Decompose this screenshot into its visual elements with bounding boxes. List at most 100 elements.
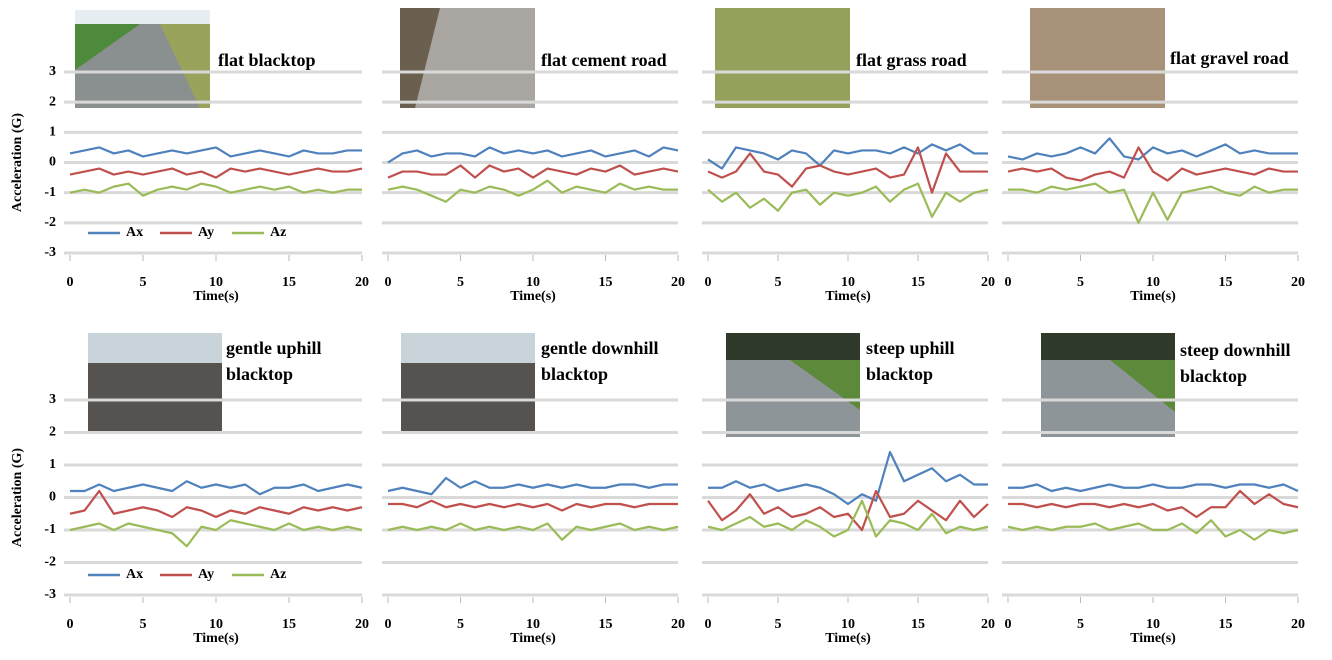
series-line <box>1008 491 1298 517</box>
x-tick-label: 5 <box>140 617 147 632</box>
photo <box>1030 8 1165 108</box>
x-tick-label: 15 <box>911 617 925 632</box>
y-tick-label: 3 <box>49 392 56 407</box>
chart-title: flat blacktop <box>218 47 316 73</box>
photo-sky <box>75 10 210 24</box>
x-tick-label: 10 <box>209 275 223 290</box>
x-tick-label: 20 <box>671 617 685 632</box>
series-line <box>70 481 362 494</box>
x-axis-title: Time(s) <box>825 631 871 646</box>
x-axis-title: Time(s) <box>1130 631 1176 646</box>
x-tick-label: 5 <box>775 617 782 632</box>
x-axis-title: Time(s) <box>510 631 556 646</box>
series-line <box>70 520 362 546</box>
photo-trees <box>1041 333 1175 360</box>
x-tick-label: 5 <box>775 275 782 290</box>
x-tick-label: 20 <box>981 617 995 632</box>
legend-label: Ax <box>126 567 143 582</box>
x-tick-label: 0 <box>705 275 712 290</box>
photo-sky <box>401 333 535 363</box>
x-tick-label: 20 <box>355 617 369 632</box>
legend-label: Ay <box>198 225 214 240</box>
legend-label: Az <box>270 567 286 582</box>
y-tick-label: -3 <box>44 245 56 260</box>
x-axis-title: Time(s) <box>193 631 239 646</box>
legend-label: Ax <box>126 225 143 240</box>
y-tick-label: -3 <box>44 587 56 602</box>
x-tick-label: 20 <box>1291 617 1305 632</box>
chart-title: flat grass road <box>856 47 967 73</box>
x-tick-label: 15 <box>1219 275 1233 290</box>
x-tick-label: 20 <box>981 275 995 290</box>
series-line <box>388 524 678 540</box>
x-tick-label: 20 <box>355 275 369 290</box>
series-line <box>388 147 678 162</box>
series-line <box>388 501 678 511</box>
x-axis-title: Time(s) <box>193 289 239 304</box>
y-tick-label: -1 <box>44 185 56 200</box>
x-tick-label: 15 <box>911 275 925 290</box>
photo-trees <box>726 333 860 360</box>
chart-title: gentle downhill blacktop <box>541 335 666 387</box>
x-tick-label: 0 <box>1005 275 1012 290</box>
series-line <box>708 184 988 217</box>
y-tick-label: -1 <box>44 522 56 537</box>
x-tick-label: 0 <box>705 617 712 632</box>
series-line <box>70 169 362 178</box>
y-axis-title: Acceleration (G) <box>10 448 25 547</box>
x-tick-label: 5 <box>1077 275 1084 290</box>
x-tick-label: 0 <box>67 617 74 632</box>
chart-title: flat gravel road <box>1170 45 1289 71</box>
y-tick-label: 0 <box>49 490 56 505</box>
x-tick-label: 5 <box>140 275 147 290</box>
chart: 3210-1-2-305101520Time(s)Acceleration (G… <box>0 0 1332 660</box>
x-tick-label: 10 <box>1146 617 1160 632</box>
series-line <box>388 478 678 494</box>
x-tick-label: 5 <box>457 617 464 632</box>
y-tick-label: -2 <box>44 215 56 230</box>
figure: 3210-1-2-305101520Time(s)Acceleration (G… <box>0 0 1332 660</box>
x-tick-label: 10 <box>526 617 540 632</box>
y-tick-label: -2 <box>44 555 56 570</box>
x-tick-label: 0 <box>385 275 392 290</box>
x-tick-label: 15 <box>599 275 613 290</box>
x-tick-label: 10 <box>841 275 855 290</box>
x-tick-label: 15 <box>599 617 613 632</box>
x-tick-label: 5 <box>457 275 464 290</box>
x-tick-label: 10 <box>209 617 223 632</box>
y-tick-label: 1 <box>49 125 56 140</box>
x-axis-title: Time(s) <box>1130 289 1176 304</box>
chart-title: flat cement road <box>541 47 667 73</box>
series-line <box>1008 138 1298 159</box>
series-line <box>1008 147 1298 180</box>
series-line <box>70 147 362 156</box>
chart-title: steep uphill blacktop <box>866 335 991 387</box>
x-tick-label: 15 <box>1219 617 1233 632</box>
y-tick-label: 0 <box>49 155 56 170</box>
x-tick-label: 5 <box>1077 617 1084 632</box>
y-tick-label: 1 <box>49 457 56 472</box>
subplot: 0 5 10 15 20 Time(s) <box>382 400 685 646</box>
x-tick-label: 20 <box>1291 275 1305 290</box>
y-axis-title: Acceleration (G) <box>10 113 25 212</box>
x-axis-title: Time(s) <box>510 289 556 304</box>
photo-sky <box>88 333 222 363</box>
series-line <box>388 166 678 178</box>
photo <box>715 8 850 108</box>
x-tick-label: 15 <box>282 617 296 632</box>
series-line <box>388 181 678 202</box>
x-tick-label: 0 <box>67 275 74 290</box>
x-tick-label: 0 <box>1005 617 1012 632</box>
y-tick-label: 3 <box>49 64 56 79</box>
legend-label: Ay <box>198 567 214 582</box>
y-tick-label: 2 <box>49 94 56 109</box>
x-tick-label: 15 <box>282 275 296 290</box>
x-tick-label: 10 <box>841 617 855 632</box>
chart-title: gentle uphill blacktop <box>226 335 351 387</box>
series-line <box>70 491 362 517</box>
x-tick-label: 0 <box>385 617 392 632</box>
x-axis-title: Time(s) <box>825 289 871 304</box>
legend-label: Az <box>270 225 286 240</box>
x-tick-label: 10 <box>1146 275 1160 290</box>
x-tick-label: 20 <box>671 275 685 290</box>
